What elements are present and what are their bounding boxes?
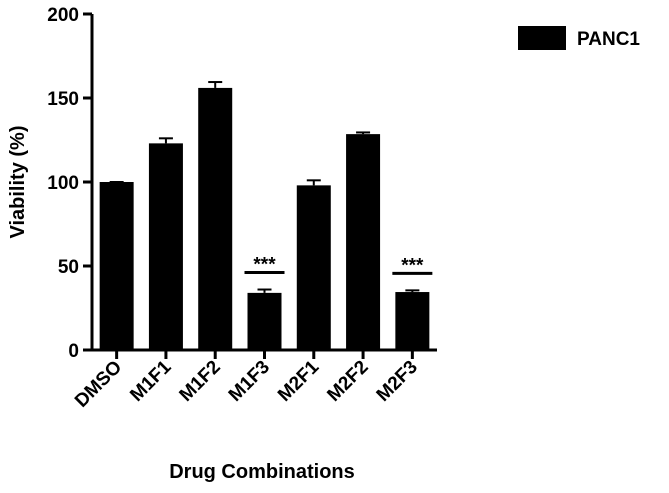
bar: [395, 292, 430, 350]
bar: [296, 185, 331, 350]
bar: [346, 134, 381, 350]
significance-label: ***: [401, 255, 424, 276]
x-tick-label: M1F3: [225, 357, 274, 406]
bar: [198, 87, 233, 351]
bar: [247, 292, 282, 350]
bar: [148, 143, 183, 350]
x-tick-label: DMSO: [71, 357, 126, 412]
x-tick-label: M2F2: [323, 357, 372, 406]
x-tick-label: M1F2: [176, 357, 225, 406]
x-tick-label: M2F1: [274, 356, 323, 405]
y-axis-title: Viability (%): [7, 126, 29, 239]
y-tick-label: 100: [47, 173, 79, 194]
y-tick-label: 50: [58, 257, 79, 278]
y-tick-label: 0: [68, 341, 79, 362]
x-axis-title: Drug Combinations: [169, 461, 355, 483]
x-tick-label: M2F3: [373, 357, 422, 406]
y-tick-label: 200: [47, 5, 79, 26]
significance-label: ***: [253, 255, 276, 276]
legend-label: PANC1: [577, 29, 640, 50]
y-tick-label: 150: [47, 89, 79, 110]
legend-swatch: [518, 26, 566, 50]
x-tick-label: M1F1: [126, 356, 175, 405]
bar: [99, 182, 134, 350]
